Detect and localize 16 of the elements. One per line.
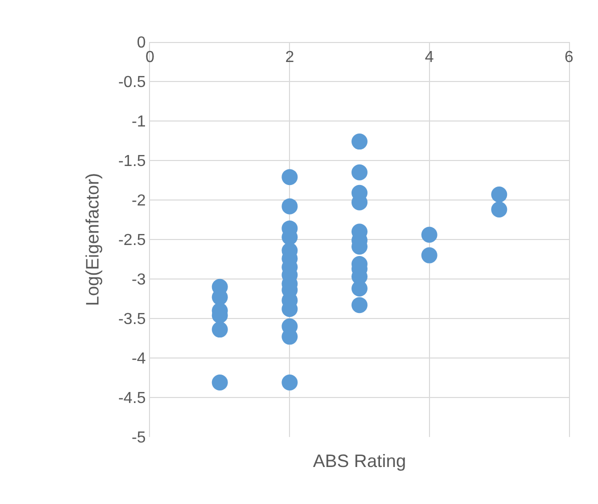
x-tick-label: 6 [564, 49, 574, 66]
y-tick-label: -1 [132, 114, 146, 131]
y-tick-label: -2 [132, 192, 146, 210]
y-tick-label: -3.5 [118, 311, 146, 328]
y-tick-label: -5 [132, 430, 146, 447]
y-tick-label: -2.5 [118, 232, 146, 250]
x-tick-label: 2 [285, 49, 294, 66]
x-tick-label: 4 [424, 49, 434, 66]
y-tick-label: -0.5 [118, 74, 146, 92]
y-tick-label: 0 [136, 34, 146, 52]
y-tick-label: -1.5 [118, 153, 146, 170]
y-tick-label: -3 [132, 272, 146, 289]
y-tick-label: -4.5 [118, 390, 146, 408]
x-axis-title: ABS Rating [313, 451, 406, 471]
y-axis-title: Log(Eigenfactor) [82, 172, 102, 306]
y-tick-label: -4 [132, 350, 146, 368]
